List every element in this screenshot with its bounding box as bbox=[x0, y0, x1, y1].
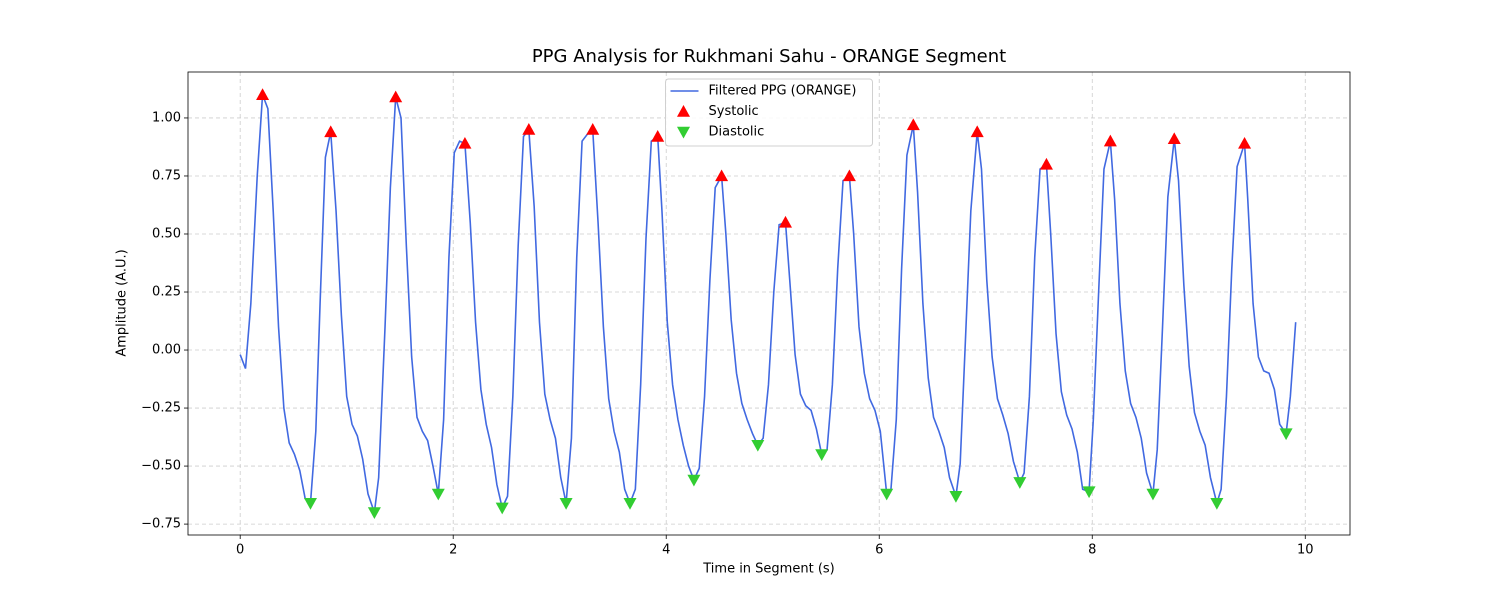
x-tick-label: 10 bbox=[1297, 543, 1314, 558]
legend-box bbox=[665, 78, 873, 147]
diastolic-marker bbox=[367, 507, 381, 519]
systolic-marker bbox=[906, 118, 920, 131]
systolic-marker bbox=[651, 130, 665, 142]
y-tick-label: 1.00 bbox=[152, 110, 181, 125]
plot-frame bbox=[187, 71, 1351, 536]
y-tick-label: −0.75 bbox=[141, 517, 181, 532]
y-tick-label: 0.50 bbox=[152, 226, 181, 241]
y-tick-label: 0.00 bbox=[152, 343, 181, 358]
x-tick-label: 2 bbox=[449, 543, 457, 558]
diastolic-marker bbox=[1082, 486, 1096, 499]
diastolic-marker bbox=[303, 498, 317, 510]
ppg-line bbox=[239, 94, 1297, 513]
diastolic-marker bbox=[1146, 488, 1160, 501]
diastolic-marker bbox=[559, 498, 573, 510]
diastolic-marker bbox=[751, 439, 765, 452]
diastolic-marker bbox=[815, 449, 829, 461]
systolic-marker bbox=[970, 125, 984, 138]
x-tick-label: 8 bbox=[1088, 543, 1096, 558]
systolic-marker bbox=[1238, 136, 1252, 149]
legend-label: Systolic bbox=[709, 104, 759, 119]
legend-label: Filtered PPG (ORANGE) bbox=[709, 84, 857, 99]
diastolic-marker bbox=[880, 488, 894, 501]
y-axis-label: Amplitude (A.U.) bbox=[115, 249, 130, 356]
systolic-marker bbox=[1167, 132, 1181, 145]
systolic-marker bbox=[715, 169, 729, 182]
y-tick-label: −0.50 bbox=[141, 459, 181, 474]
x-tick-label: 0 bbox=[236, 543, 244, 558]
x-tick-label: 4 bbox=[662, 543, 670, 558]
diastolic-marker bbox=[431, 488, 445, 501]
systolic-marker bbox=[842, 169, 856, 182]
legend-swatch bbox=[677, 105, 690, 117]
x-axis-label: Time in Segment (s) bbox=[702, 562, 834, 577]
diastolic-marker bbox=[1279, 428, 1293, 441]
diastolic-marker bbox=[495, 502, 509, 515]
legend-label: Diastolic bbox=[709, 125, 765, 140]
systolic-marker bbox=[1103, 134, 1117, 147]
systolic-marker bbox=[779, 215, 793, 228]
systolic-marker bbox=[389, 90, 403, 103]
diastolic-marker bbox=[1210, 498, 1224, 510]
diastolic-marker bbox=[623, 498, 637, 510]
y-tick-label: 0.25 bbox=[152, 285, 181, 300]
systolic-marker bbox=[256, 88, 270, 100]
systolic-marker bbox=[586, 123, 600, 135]
y-tick-label: −0.25 bbox=[141, 401, 181, 416]
diastolic-marker bbox=[1013, 477, 1027, 489]
x-tick-label: 6 bbox=[875, 543, 883, 558]
systolic-marker bbox=[522, 123, 536, 135]
chart-title: PPG Analysis for Rukhmani Sahu - ORANGE … bbox=[532, 46, 1006, 67]
y-tick-label: 0.75 bbox=[152, 168, 181, 183]
systolic-marker bbox=[324, 125, 338, 138]
diastolic-marker bbox=[687, 474, 701, 487]
diastolic-marker bbox=[949, 491, 963, 503]
systolic-marker bbox=[458, 136, 472, 149]
legend-swatch bbox=[677, 126, 690, 139]
systolic-marker bbox=[1039, 157, 1053, 170]
